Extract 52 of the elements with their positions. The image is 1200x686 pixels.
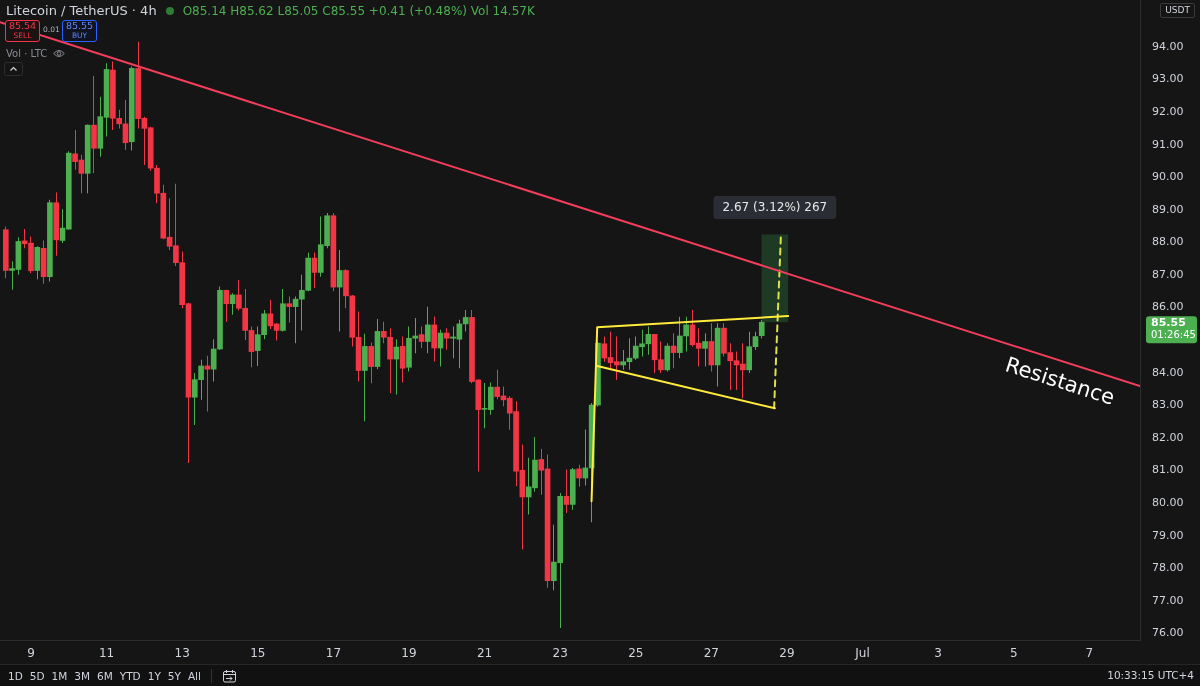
y-tick-label: 76.00: [1152, 626, 1184, 640]
y-tick-label: 88.00: [1152, 235, 1184, 249]
text: 1D: [8, 669, 23, 682]
y-tick-label: 84.00: [1152, 365, 1184, 379]
y-tick-label: 93.00: [1152, 72, 1184, 86]
text: USDT: [1165, 5, 1190, 15]
y-tick-label: 82.00: [1152, 430, 1184, 444]
y-tick-label: 80.00: [1152, 496, 1184, 509]
y-tick-label: 92.00: [1152, 104, 1184, 118]
x-tick-label: 7: [1085, 646, 1094, 661]
x-tick-label: 29: [779, 646, 795, 661]
y-tick-label: 91.00: [1152, 137, 1184, 151]
y-tick-label: 87.00: [1152, 267, 1184, 281]
x-tick-label: 5: [1009, 646, 1018, 661]
text: 1Y: [147, 669, 161, 682]
y-tick-label: 86.00: [1152, 300, 1184, 314]
annotation: Vol · LTC: [6, 47, 48, 59]
y-tick-label: 81.00: [1152, 463, 1184, 477]
x-tick-label: 9: [27, 646, 35, 661]
text: 85.55: [1151, 316, 1186, 330]
x-tick-label: 25: [628, 646, 644, 661]
x-tick-label: 17: [325, 646, 342, 661]
x-tick-label: 3: [934, 646, 942, 661]
y-tick-label: 79.00: [1152, 528, 1184, 542]
x-tick-label: 27: [703, 646, 719, 661]
x-tick-label: 19: [401, 646, 417, 661]
y-tick-label: 83.00: [1152, 398, 1184, 412]
text: 1M: [51, 669, 68, 682]
x-tick-label: 23: [552, 646, 568, 661]
y-tick-label: 77.00: [1152, 593, 1184, 607]
x-tick-label: Jul: [854, 646, 870, 661]
text: YTD: [119, 669, 141, 682]
text: 5D: [29, 669, 45, 682]
annotation: 85.55: [65, 20, 94, 31]
chart-title: Litecoin / TetherUS · 4h: [6, 3, 157, 18]
text: 6M: [97, 669, 113, 682]
text: All: [187, 669, 201, 682]
text: 3M: [74, 669, 91, 682]
x-tick-label: 21: [476, 646, 493, 661]
y-tick-label: 89.00: [1152, 202, 1184, 216]
text: 01:26:45: [1151, 329, 1196, 341]
annotation: 85.54: [8, 20, 37, 31]
y-tick-label: 94.00: [1152, 39, 1184, 53]
x-tick-label: 15: [250, 646, 266, 661]
x-tick-label: 11: [98, 646, 115, 661]
text: 10:33:15 UTC+4: [1107, 669, 1194, 681]
y-tick-label: 78.00: [1152, 561, 1184, 575]
annotation: 2.67 (3.12%) 267: [722, 199, 828, 214]
x-tick-label: 13: [174, 646, 190, 661]
text: 5Y: [167, 669, 181, 682]
y-tick-label: 90.00: [1152, 170, 1184, 184]
chart-subtitle: O85.14 H85.62 L85.05 C85.55 +0.41 (+0.48%) Vol 14.57K: [182, 3, 535, 18]
